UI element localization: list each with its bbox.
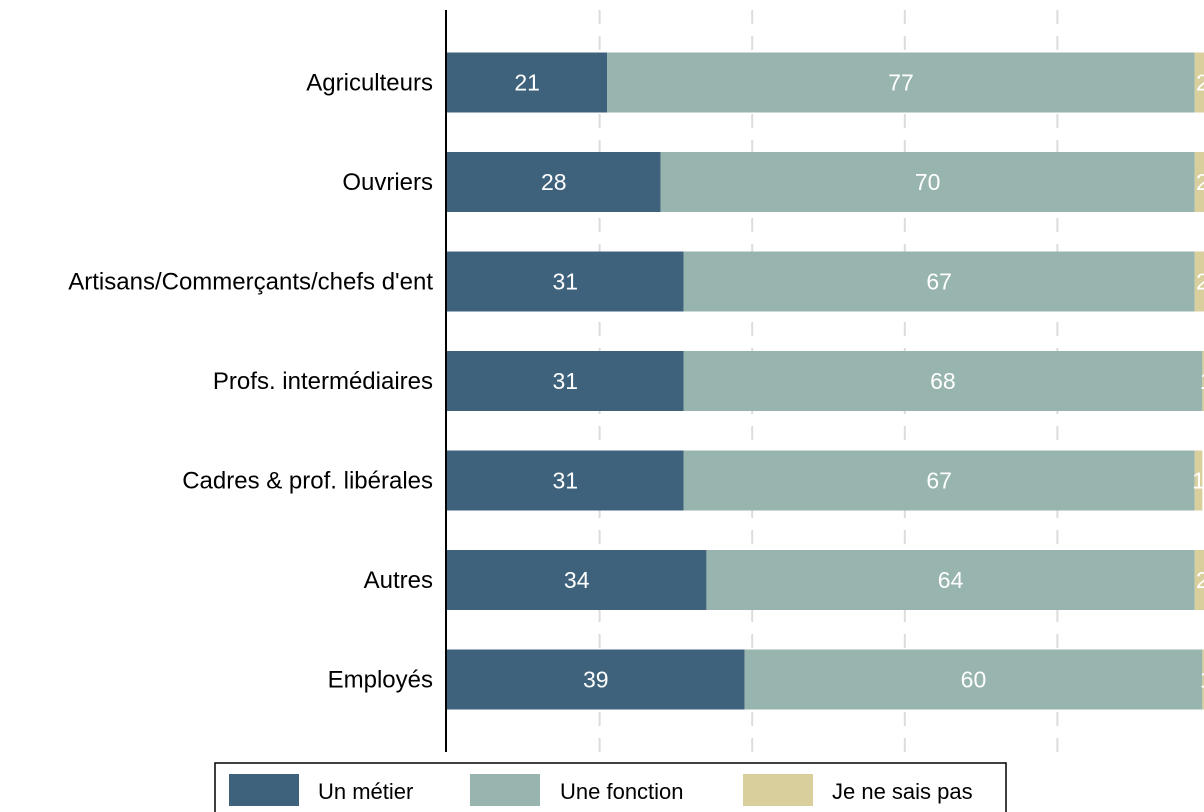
category-label: Profs. intermédiaires (213, 368, 433, 395)
legend-swatch (470, 774, 540, 806)
category-label: Artisans/Commerçants/chefs d'ent (68, 269, 433, 296)
category-label: Agriculteurs (306, 70, 433, 97)
bar-segment (1202, 649, 1204, 710)
legend-label: Un métier (318, 779, 413, 804)
bar-segment (1194, 251, 1204, 312)
data-label: 67 (926, 468, 952, 494)
bar-segment (744, 649, 1203, 710)
bar-segment (1202, 351, 1204, 411)
category-label: Autres (364, 567, 433, 594)
bar-segment (447, 649, 745, 710)
legend-swatch (743, 774, 813, 806)
category-label: Employés (328, 667, 433, 694)
data-label: 64 (938, 567, 964, 593)
data-label: 31 (552, 269, 578, 295)
data-label: 1 (1200, 667, 1204, 693)
data-label: 31 (552, 468, 578, 494)
data-label: 67 (926, 269, 952, 295)
data-label: 28 (541, 169, 567, 195)
bars: 21 77 2 28 70 2 31 67 2 31 68 1 31 67 1 34 64 2 39 60 1 (447, 52, 1204, 710)
bar-segment (683, 251, 1195, 312)
bar-segment (1194, 152, 1204, 212)
bar-segment (447, 550, 707, 610)
bar-segment (1194, 450, 1203, 511)
data-label: 70 (915, 169, 941, 195)
bar-segment (447, 351, 684, 411)
category-label: Cadres & prof. libérales (182, 468, 433, 495)
bar-segment (683, 351, 1203, 411)
category-label: Ouvriers (342, 169, 433, 196)
data-label: 2 (1196, 169, 1204, 195)
bar-segment (607, 52, 1195, 113)
legend-box (214, 762, 1007, 812)
legend-label: Une fonction (560, 779, 684, 804)
bar-segment (706, 550, 1195, 610)
bar-segment (1194, 550, 1204, 610)
data-label: 77 (888, 70, 914, 96)
bar-segment (447, 152, 661, 212)
data-label: 68 (930, 368, 956, 394)
data-label: 31 (552, 368, 578, 394)
category-labels: Agriculteurs Ouvriers Artisans/Commerçants… (68, 70, 433, 694)
data-label: 21 (514, 70, 540, 96)
legend-swatch (229, 774, 299, 806)
data-label: 60 (961, 667, 987, 693)
bar-segment (1194, 52, 1204, 113)
bar-segment (447, 251, 684, 312)
data-label: 39 (583, 667, 609, 693)
data-label: 34 (564, 567, 590, 593)
bar-segment (683, 450, 1195, 511)
data-label: 1 (1192, 468, 1204, 494)
legend: Un métier Une fonction Je ne sais pas (214, 762, 1007, 812)
bar-segment (447, 52, 608, 113)
data-label: 2 (1196, 567, 1204, 593)
bar-segment (447, 450, 684, 511)
data-label: 2 (1196, 269, 1204, 295)
bar-segment (660, 152, 1195, 212)
legend-label: Je ne sais pas (832, 779, 973, 804)
data-label: 1 (1200, 368, 1204, 394)
data-label: 2 (1196, 70, 1204, 96)
